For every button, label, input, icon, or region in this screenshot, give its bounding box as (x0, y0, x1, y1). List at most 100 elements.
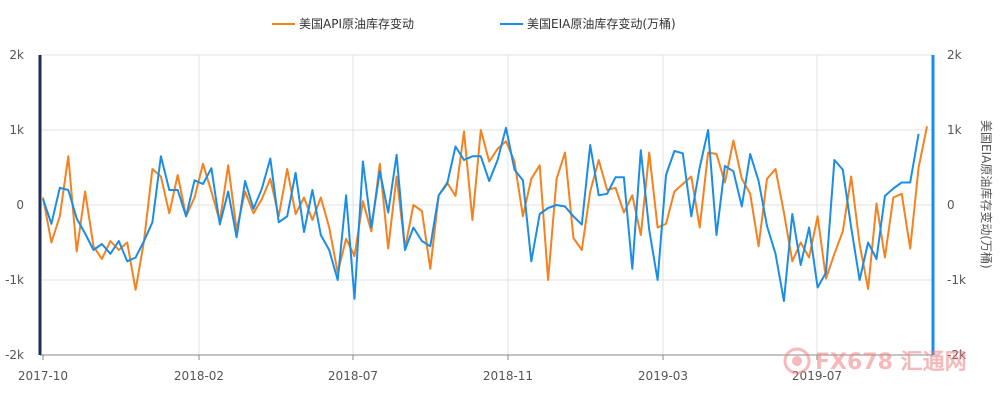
data-point-eia[interactable] (251, 206, 256, 211)
data-point-eia[interactable] (714, 233, 719, 238)
data-point-eia[interactable] (285, 214, 290, 219)
data-point-eia[interactable] (175, 188, 180, 193)
series-eia[interactable] (41, 125, 922, 303)
data-point-api[interactable] (689, 174, 694, 179)
data-point-eia[interactable] (327, 248, 332, 253)
data-point-api[interactable] (344, 236, 349, 241)
legend[interactable]: 美国API原油库存变动 美国EIA原油库存变动(万桶) (272, 16, 676, 31)
data-point-api[interactable] (537, 163, 542, 168)
data-point-api[interactable] (470, 218, 475, 223)
data-point-eia[interactable] (150, 220, 155, 225)
data-point-api[interactable] (462, 129, 467, 134)
data-point-api[interactable] (520, 214, 525, 219)
data-point-eia[interactable] (520, 178, 525, 183)
data-point-api[interactable] (116, 248, 121, 253)
data-point-api[interactable] (756, 244, 761, 249)
data-point-eia[interactable] (57, 185, 62, 190)
data-point-eia[interactable] (453, 144, 458, 149)
data-point-eia[interactable] (352, 296, 357, 301)
data-point-eia[interactable] (546, 206, 551, 211)
data-point-api[interactable] (680, 182, 685, 187)
data-point-api[interactable] (916, 165, 921, 170)
data-point-eia[interactable] (209, 166, 214, 171)
data-point-eia[interactable] (133, 255, 138, 260)
data-point-eia[interactable] (908, 180, 913, 185)
data-point-eia[interactable] (293, 170, 298, 175)
data-point-eia[interactable] (613, 175, 618, 180)
data-point-eia[interactable] (815, 285, 820, 290)
data-point-api[interactable] (655, 225, 660, 230)
data-point-eia[interactable] (403, 248, 408, 253)
data-point-eia[interactable] (201, 182, 206, 187)
data-point-eia[interactable] (116, 239, 121, 244)
data-point-api[interactable] (411, 203, 416, 208)
data-point-eia[interactable] (529, 259, 534, 264)
data-point-api[interactable] (386, 246, 391, 251)
data-point-eia[interactable] (512, 167, 517, 172)
data-point-api[interactable] (849, 174, 854, 179)
data-point-api[interactable] (630, 193, 635, 198)
data-point-eia[interactable] (807, 225, 812, 230)
data-point-api[interactable] (133, 287, 138, 292)
data-point-eia[interactable] (192, 178, 197, 183)
data-point-eia[interactable] (310, 188, 315, 193)
data-point-eia[interactable] (344, 193, 349, 198)
data-point-eia[interactable] (571, 214, 576, 219)
data-point-api[interactable] (226, 163, 231, 168)
data-point-eia[interactable] (445, 182, 450, 187)
data-point-api[interactable] (57, 214, 62, 219)
data-point-api[interactable] (285, 167, 290, 172)
data-point-api[interactable] (765, 176, 770, 181)
data-point-eia[interactable] (832, 158, 837, 163)
data-point-api[interactable] (571, 236, 576, 241)
legend-item-api[interactable]: 美国API原油库存变动 (272, 16, 414, 31)
data-point-api[interactable] (192, 195, 197, 200)
data-point-api[interactable] (697, 225, 702, 230)
data-point-eia[interactable] (899, 180, 904, 185)
data-point-api[interactable] (647, 150, 652, 155)
data-point-eia[interactable] (689, 214, 694, 219)
data-point-api[interactable] (74, 249, 79, 254)
data-point-api[interactable] (664, 221, 669, 226)
data-point-eia[interactable] (706, 128, 711, 133)
data-point-eia[interactable] (428, 244, 433, 249)
data-point-api[interactable] (259, 197, 264, 202)
data-point-eia[interactable] (849, 225, 854, 230)
data-point-api[interactable] (588, 189, 593, 194)
data-point-api[interactable] (908, 246, 913, 251)
data-point-api[interactable] (563, 150, 568, 155)
data-point-eia[interactable] (596, 193, 601, 198)
data-point-api[interactable] (840, 229, 845, 234)
data-point-eia[interactable] (83, 231, 88, 236)
data-point-api[interactable] (866, 287, 871, 292)
data-point-eia[interactable] (318, 233, 323, 238)
data-point-api[interactable] (209, 189, 214, 194)
data-point-eia[interactable] (798, 263, 803, 268)
data-point-api[interactable] (318, 195, 323, 200)
data-point-eia[interactable] (647, 227, 652, 232)
data-point-api[interactable] (419, 209, 424, 214)
data-point-eia[interactable] (243, 179, 248, 184)
data-point-eia[interactable] (360, 159, 365, 164)
data-point-eia[interactable] (99, 242, 104, 247)
data-point-api[interactable] (621, 210, 626, 215)
data-point-eia[interactable] (276, 220, 281, 225)
data-point-eia[interactable] (664, 173, 669, 178)
data-point-eia[interactable] (226, 189, 231, 194)
data-point-api[interactable] (554, 176, 559, 181)
data-point-api[interactable] (546, 278, 551, 283)
data-point-eia[interactable] (790, 212, 795, 217)
data-point-eia[interactable] (66, 188, 71, 193)
data-point-api[interactable] (807, 255, 812, 260)
data-point-eia[interactable] (874, 257, 879, 262)
data-point-api[interactable] (49, 240, 54, 245)
data-point-eia[interactable] (234, 235, 239, 240)
data-point-api[interactable] (125, 240, 130, 245)
data-point-api[interactable] (150, 167, 155, 172)
data-point-eia[interactable] (824, 270, 829, 275)
data-point-api[interactable] (293, 212, 298, 217)
data-point-eia[interactable] (108, 251, 113, 256)
data-point-eia[interactable] (184, 214, 189, 219)
data-point-api[interactable] (302, 195, 307, 200)
data-point-api[interactable] (377, 161, 382, 166)
